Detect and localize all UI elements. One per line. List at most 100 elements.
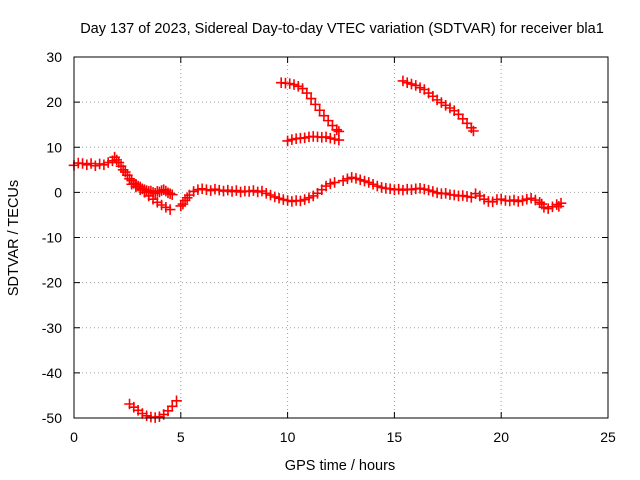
data-point [329,177,340,188]
data-point [512,196,524,207]
y-tick-label: 30 [46,49,62,65]
data-point [154,186,165,198]
data-point [331,124,343,135]
data-point [282,195,293,206]
data-point [301,87,313,99]
data-point [124,173,135,185]
data-point [359,175,370,187]
data-point [376,182,387,193]
data-point [406,184,417,195]
data-point [333,134,345,146]
data-point [410,80,422,91]
y-tick-label: -30 [42,320,62,336]
data-point [284,78,296,89]
data-point [164,204,176,215]
data-point [196,183,208,195]
data-point [286,196,298,207]
data-point [226,186,238,197]
data-point [461,191,473,202]
data-point [508,194,520,206]
data-point [327,120,338,131]
data-point [329,133,340,145]
data-point [538,201,550,213]
data-point [457,113,469,125]
data-point [299,132,310,144]
data-point [325,178,336,190]
data-point [205,185,217,196]
x-tick-label: 15 [387,429,403,445]
x-tick-label: 0 [70,429,78,445]
data-point [525,192,537,204]
data-point [314,104,325,116]
data-point [350,173,362,184]
data-point [222,184,234,196]
data-point [201,184,212,195]
data-point [248,185,259,196]
y-tick-label: -10 [42,230,62,246]
axis-ticks: 0 5 10 15 20 25 -50 -40 -30 -20 -10 0 10 20 30 [42,49,616,445]
data-point [94,158,105,170]
data-point [427,186,439,197]
chart-title: Day 137 of 2023, Sidereal Day-to-day VTE… [80,21,604,37]
data-point [288,79,300,90]
data-point [372,180,383,192]
data-point [260,187,272,199]
data-series [397,75,479,137]
grid [74,57,608,418]
data-point [320,131,332,143]
data-point [337,175,349,186]
data-point [77,158,88,169]
data-point [542,203,554,214]
data-point [286,134,298,145]
data-point [299,194,310,205]
data-point [325,132,336,144]
data-point [414,183,426,194]
data-point [162,187,174,199]
data-point [166,189,178,200]
data-point [384,183,396,195]
data-point [555,197,567,209]
x-tick-label: 25 [600,429,616,445]
data-point [333,126,345,137]
data-point [310,99,321,110]
data-point [265,189,276,201]
data-point [175,200,187,212]
x-tick-label: 20 [493,429,509,445]
data-point [292,81,304,92]
data-point [517,195,528,206]
data-point [346,172,357,183]
y-tick-label: 10 [46,139,62,155]
y-tick-label: -50 [42,410,62,426]
data-point [149,187,161,199]
data-point [322,115,334,126]
data-point [213,184,225,196]
data-point [414,82,426,93]
data-point [243,186,255,197]
data-point [419,183,430,195]
data-point [397,184,409,196]
data-point [81,159,93,171]
data-point [305,93,317,104]
data-point [209,183,221,195]
data-point [530,194,541,206]
data-point [363,177,375,188]
data-series [282,131,345,147]
data-point [164,188,176,200]
data-point [154,411,165,422]
data-point [90,160,101,172]
data-point [440,187,451,199]
data-point [166,400,178,412]
x-tick-label: 5 [177,429,185,445]
data-point [282,135,293,147]
data-point [354,174,366,186]
data-point [461,118,473,129]
data-point [297,83,308,94]
data-point [102,157,114,168]
data-point [453,109,464,120]
data-point [468,125,479,137]
y-tick-label: 20 [46,94,62,110]
data-series [126,178,176,215]
data-point [256,185,268,197]
data-point [367,178,379,190]
